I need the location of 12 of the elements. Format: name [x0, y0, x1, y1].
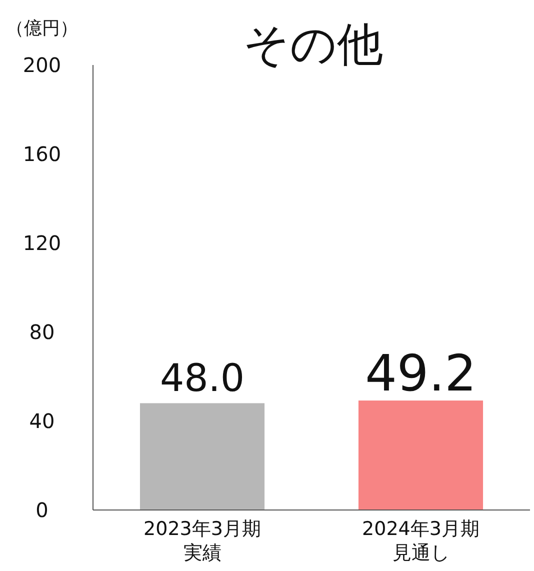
ytick: 200	[22, 53, 62, 77]
xtick: 2024年3月期見通し	[362, 518, 480, 564]
data-label: 48.0	[160, 356, 245, 400]
ytick: 0	[36, 498, 48, 522]
ytick: 160	[22, 142, 62, 166]
ytick: 40	[29, 409, 55, 433]
ytick: 120	[22, 231, 62, 255]
xtick: 2023年3月期実績	[144, 518, 261, 564]
ylabel: （億円）	[6, 18, 78, 39]
data-label: 49.2	[365, 344, 476, 403]
ytick: 80	[29, 320, 55, 344]
title: その他	[243, 17, 383, 71]
